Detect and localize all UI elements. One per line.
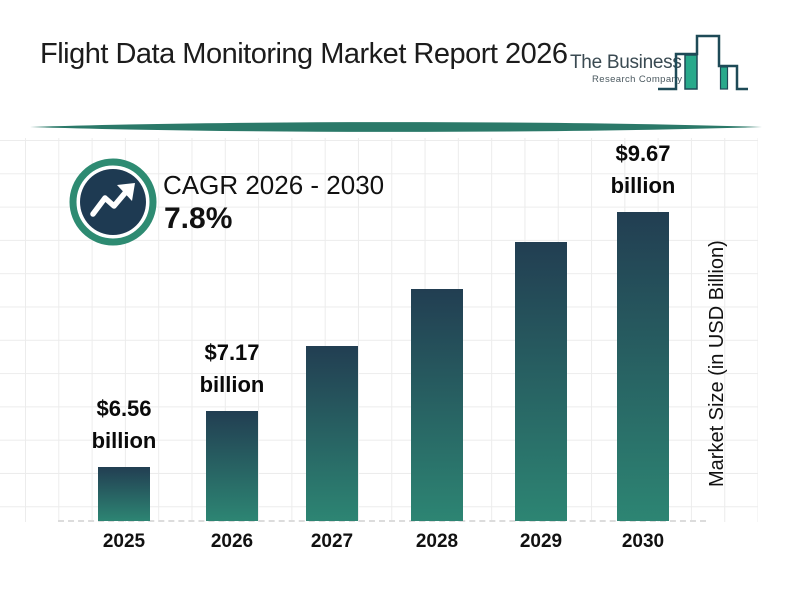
value-label-2026: $7.17 billion <box>199 340 265 397</box>
value-label-2025: $6.56 billion <box>91 396 157 453</box>
logo-text-line1: The Business <box>570 52 682 73</box>
bar-2026 <box>206 411 258 521</box>
x-axis-label-2027: 2027 <box>310 531 354 552</box>
bar-2025 <box>98 467 150 521</box>
bar-2028 <box>411 289 463 521</box>
bar-2030 <box>617 212 669 521</box>
logo: The Business Research Company <box>568 28 753 100</box>
cagr-period-label: CAGR 2026 - 2030 <box>163 170 385 200</box>
value-label-2030: $9.67 billion <box>610 141 676 198</box>
bar-chart-skyline-icon <box>658 34 748 91</box>
logo-text-line2: Research Company <box>592 74 683 85</box>
page-title: Flight Data Monitoring Market Report 202… <box>40 38 568 70</box>
bar-2027 <box>306 346 358 521</box>
x-axis-label-2026: 2026 <box>210 531 254 552</box>
cagr-value: 7.8% <box>164 202 233 235</box>
x-axis-baseline <box>58 520 706 522</box>
y-axis-label: Market Size (in USD Billion) <box>706 240 728 488</box>
x-axis-label-2025: 2025 <box>102 531 146 552</box>
x-axis-label-2030: 2030 <box>621 531 665 552</box>
trend-up-icon <box>69 158 157 246</box>
divider <box>30 122 762 132</box>
x-axis-label-2028: 2028 <box>415 531 459 552</box>
bar-2029 <box>515 242 567 521</box>
x-axis-label-2029: 2029 <box>519 531 563 552</box>
